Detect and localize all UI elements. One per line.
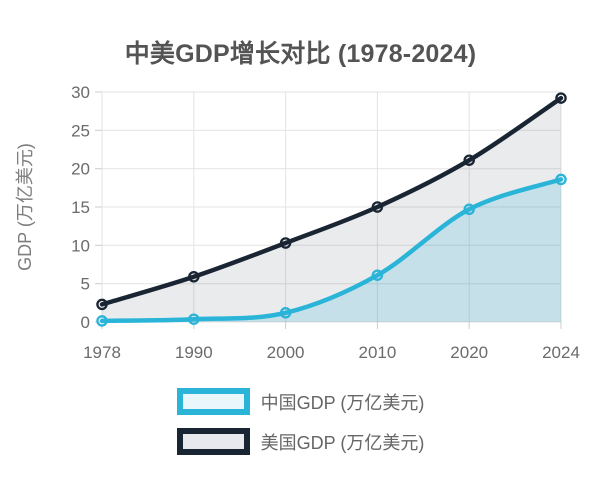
us-gdp-point-2020 [463, 154, 475, 166]
us-gdp-line [99, 95, 564, 307]
y-tick-label: 30 [71, 83, 90, 102]
us-gdp-point-1990 [188, 271, 200, 283]
y-tick-label: 5 [81, 275, 90, 294]
gdp-line-chart: 0 5 10 15 20 25 30 1978 1990 2000 2010 2020 2024 GD… [15, 83, 580, 362]
y-tick-label: 20 [71, 160, 90, 179]
x-tick-label: 2000 [267, 343, 305, 362]
y-tick-label: 10 [71, 236, 90, 255]
series-areas [102, 98, 561, 322]
x-tick-label: 2010 [358, 343, 396, 362]
chart-title: 中美GDP增长对比 (1978-2024) [124, 40, 477, 68]
us-gdp-point-2010 [371, 201, 384, 213]
series-lines [99, 95, 564, 324]
x-axis-tick-labels: 1978 1990 2000 2010 2020 2024 [83, 343, 580, 362]
us-gdp-point-2000 [279, 237, 292, 249]
x-tick-label: 1990 [175, 343, 213, 362]
legend-swatch-us-gdp [176, 428, 250, 455]
china-gdp-area [102, 179, 561, 322]
y-tick-label: 25 [71, 121, 90, 140]
us-gdp-point-2024 [555, 92, 567, 104]
china-gdp-point-2020 [463, 203, 475, 216]
us-gdp-point-1978 [96, 298, 108, 311]
legend-item-china-gdp[interactable]: 中国GDP (万亿美元) [176, 388, 425, 415]
legend-item-us-gdp[interactable]: 美国GDP (万亿美元) [176, 428, 425, 455]
y-axis-title: GDP (万亿美元) [15, 143, 35, 271]
china-gdp-line [99, 177, 564, 324]
us-gdp-area [102, 98, 561, 322]
x-tick-label: 1978 [83, 343, 121, 362]
china-gdp-point-2024 [555, 173, 567, 186]
legend-swatch-china-gdp [176, 388, 250, 415]
legend-label-us-gdp: 美国GDP (万亿美元) [260, 432, 425, 453]
y-tick-label: 0 [81, 313, 90, 332]
x-tick-label: 2024 [542, 343, 580, 362]
x-tick-label: 2020 [450, 343, 488, 362]
china-gdp-point-2010 [371, 269, 384, 281]
china-gdp-point-1990 [188, 313, 200, 325]
chart-legend: 中国GDP (万亿美元) 美国GDP (万亿美元) [0, 388, 601, 455]
data-point-markers [96, 92, 567, 327]
legend-label-china-gdp: 中国GDP (万亿美元) [260, 392, 425, 413]
y-tick-label: 15 [71, 198, 90, 217]
y-axis-tick-labels: 0 5 10 15 20 25 30 [71, 83, 90, 332]
china-gdp-point-2000 [279, 307, 292, 319]
china-gdp-point-1978 [96, 315, 108, 327]
